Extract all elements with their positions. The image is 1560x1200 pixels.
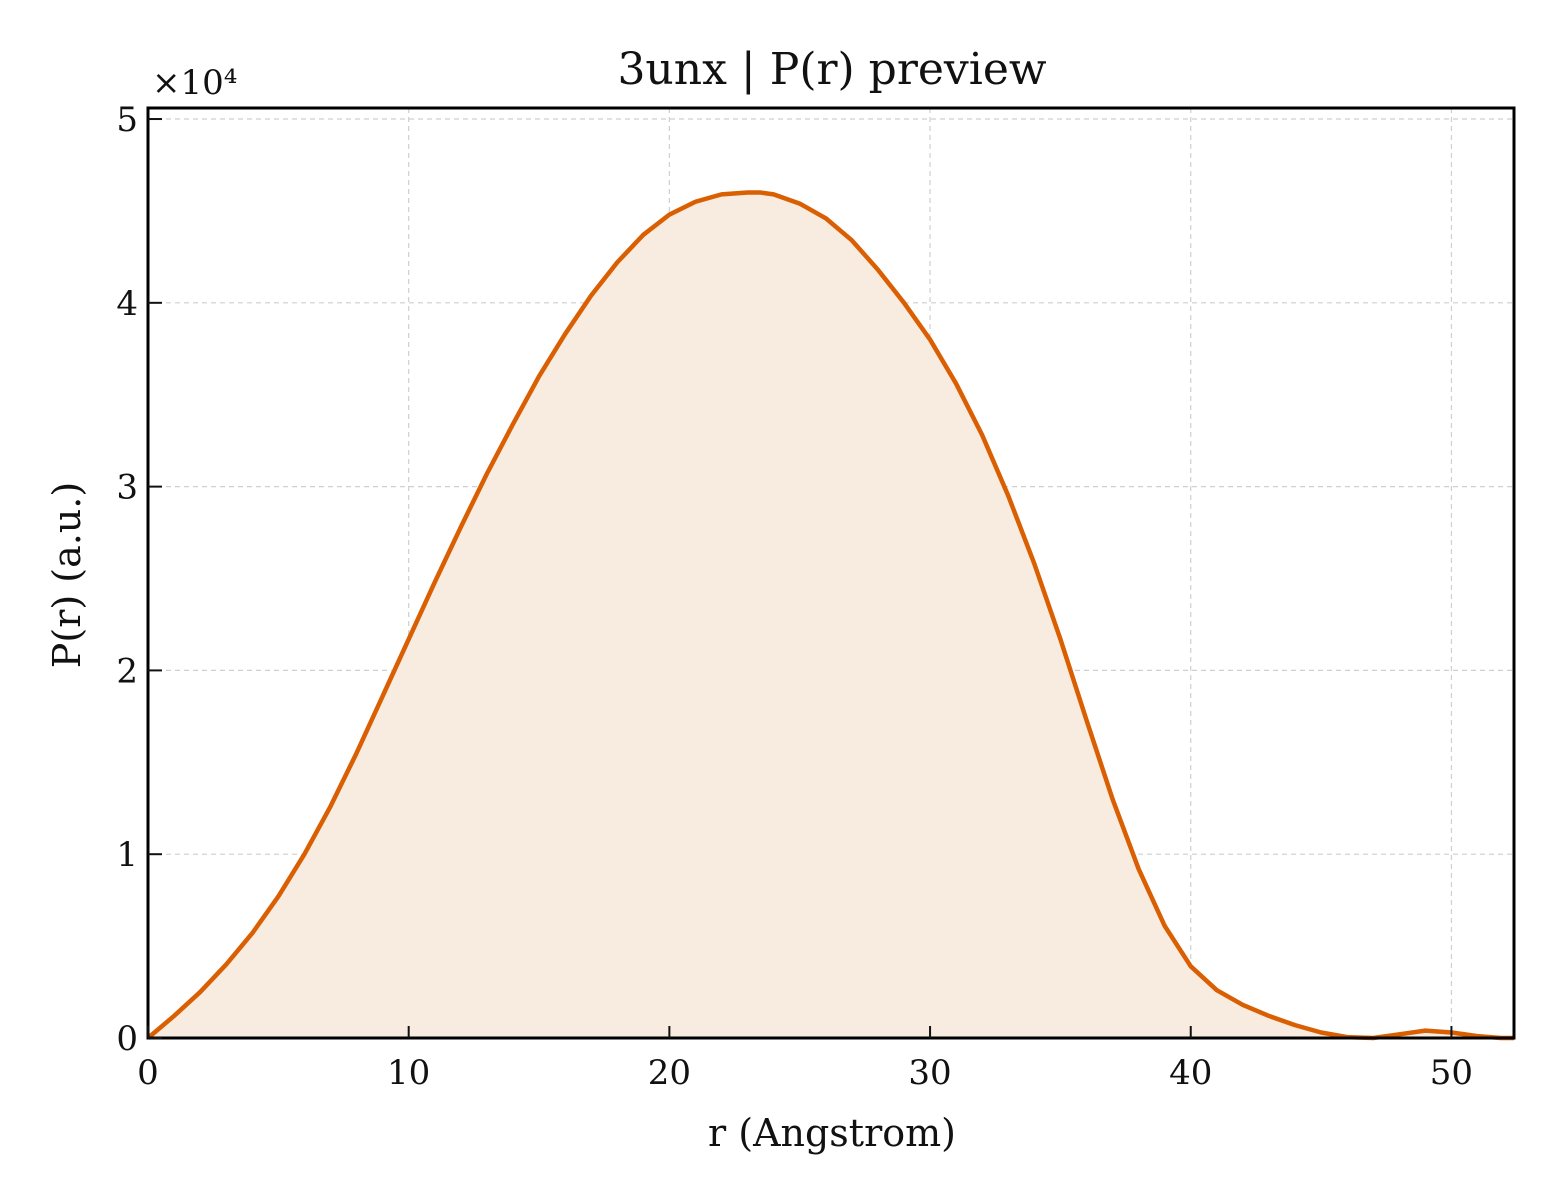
chart-title: 3unx | P(r) preview <box>617 44 1046 95</box>
pr-series-line <box>146 190 1514 1041</box>
x-tick-label: 50 <box>1430 1053 1473 1093</box>
y-tick-label: 3 <box>116 468 138 508</box>
pr-area-fill <box>148 192 1514 1039</box>
x-axis-label: r (Angstrom) <box>708 1111 956 1155</box>
y-tick-label: 2 <box>116 651 138 691</box>
x-tick-label: 40 <box>1169 1053 1212 1093</box>
x-tick-label: 10 <box>387 1053 430 1093</box>
y-axis-scale-factor: ×10⁴ <box>152 63 237 103</box>
y-axis-label: P(r) (a.u.) <box>45 482 89 668</box>
y-tick-label: 1 <box>116 835 138 875</box>
x-tick-label: 0 <box>137 1053 159 1093</box>
x-tick-label: 20 <box>648 1053 691 1093</box>
plot-frame <box>146 106 1516 1040</box>
y-tick-label: 4 <box>116 284 138 324</box>
y-tick-label: 0 <box>116 1019 138 1059</box>
x-tick-label: 30 <box>908 1053 951 1093</box>
axis-ticks: 0 10 20 30 40 50 0 1 2 3 4 5 <box>116 100 1473 1093</box>
y-tick-label: 5 <box>116 100 138 140</box>
